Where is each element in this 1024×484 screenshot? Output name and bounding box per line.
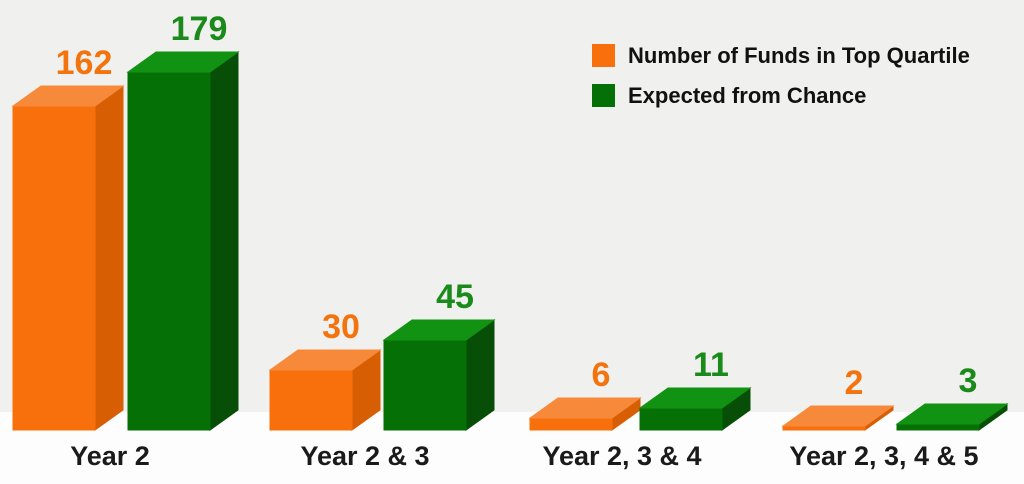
category-label: Year 2, 3 & 4	[542, 441, 702, 471]
legend-item-expected-chance: Expected from Chance	[592, 84, 970, 107]
bar-top-face	[268, 349, 382, 371]
bar-value-label: 3	[958, 362, 978, 400]
bar-top-face	[895, 403, 1009, 425]
bar-value-label: 45	[436, 278, 474, 316]
bar-value-label: 11	[693, 346, 729, 384]
bar-top-face	[11, 85, 125, 107]
bar-value-label: 30	[322, 308, 360, 346]
legend: Number of Funds in Top Quartile Expected…	[592, 44, 970, 107]
bar-3d-series1-group2	[638, 387, 752, 431]
bar-top-face	[638, 387, 752, 409]
bar-3d-series1-group0	[126, 51, 240, 431]
bar-top-face	[528, 397, 642, 419]
category-label: Year 2	[70, 441, 150, 471]
bar-value-label: 2	[844, 364, 864, 402]
legend-label-expected-chance: Expected from Chance	[628, 82, 867, 108]
bar-3d-series0-group1	[268, 349, 382, 431]
bar-3d-series0-group3	[781, 405, 895, 431]
bar-value-label: 179	[170, 10, 228, 48]
legend-item-top-quartile: Number of Funds in Top Quartile	[592, 44, 970, 67]
category-label: Year 2 & 3	[300, 441, 430, 471]
legend-swatch-orange	[592, 44, 615, 67]
bar-top-face	[781, 405, 895, 427]
bar-3d-series1-group1	[382, 319, 496, 431]
bar-3d-series1-group3	[895, 403, 1009, 431]
bar-top-face	[382, 319, 496, 341]
legend-swatch-green	[592, 84, 615, 107]
legend-label-top-quartile: Number of Funds in Top Quartile	[628, 42, 970, 68]
category-label: Year 2, 3, 4 & 5	[789, 441, 979, 471]
bar-value-label: 162	[55, 44, 113, 82]
bar-3d-series0-group2	[528, 397, 642, 431]
bar-3d-series0-group0	[11, 85, 125, 431]
bar-value-label: 6	[591, 356, 611, 394]
bar-top-face	[126, 51, 240, 73]
